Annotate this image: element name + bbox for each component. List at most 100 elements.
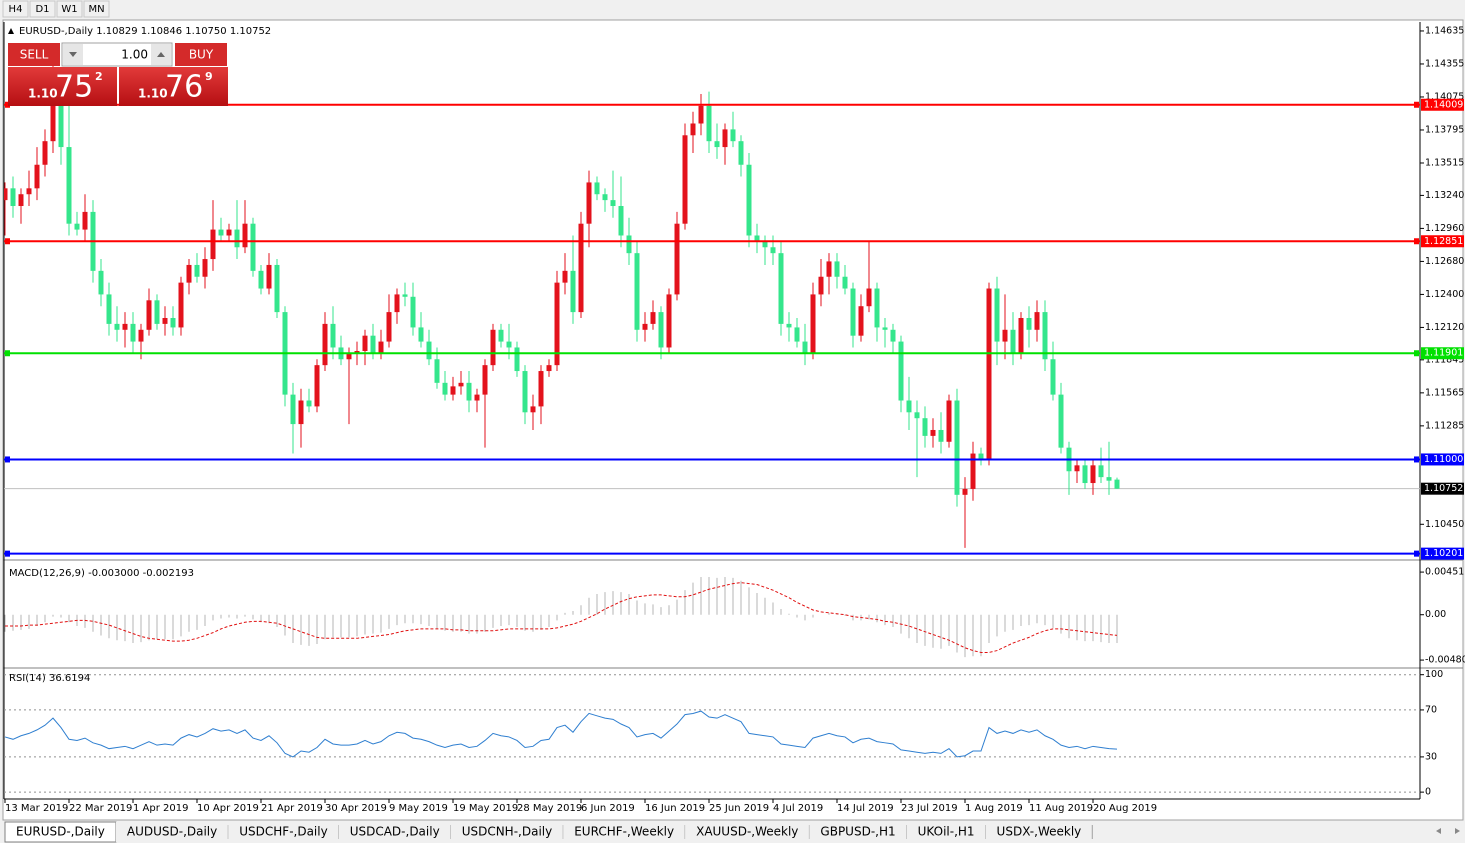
- tab[interactable]: [338, 822, 451, 842]
- x-tick-label: 21 Apr 2019: [261, 803, 323, 814]
- candle-body: [82, 211, 88, 230]
- candle-body: [322, 323, 328, 366]
- candle-body: [1010, 329, 1016, 354]
- candle-body: [498, 329, 504, 342]
- rsi-plot: [4, 674, 1420, 793]
- level-handle: [1414, 456, 1419, 463]
- tab-label[interactable]: USDX-,Weekly: [997, 825, 1082, 839]
- sell-label[interactable]: SELL: [20, 48, 49, 62]
- tab-label[interactable]: GBPUSD-,H1: [820, 825, 895, 839]
- candle-body: [274, 264, 280, 313]
- tab-label[interactable]: USDCNH-,Daily: [462, 825, 553, 839]
- timeframe-label[interactable]: MN: [88, 4, 104, 15]
- level-label: 1.12851: [1424, 236, 1463, 247]
- tab-scroll-left[interactable]: [1436, 828, 1441, 834]
- candle-body: [226, 229, 232, 236]
- x-tick-label: 22 Mar 2019: [69, 803, 132, 814]
- timeframe-label[interactable]: D1: [35, 4, 49, 15]
- candle-body: [18, 194, 24, 207]
- candle-body: [106, 294, 112, 324]
- candle-body: [794, 327, 800, 342]
- candle-body: [50, 94, 56, 142]
- x-tick-label: 9 May 2019: [389, 803, 448, 814]
- candle-body: [98, 270, 104, 295]
- timeframe-label[interactable]: W1: [61, 4, 77, 15]
- trade-panel: SELL 1.00 BUY 1.10 75 2 1.10 76 9: [8, 42, 228, 106]
- lot-value[interactable]: 1.00: [121, 48, 148, 62]
- tab-label[interactable]: AUDUSD-,Daily: [127, 825, 217, 839]
- tab[interactable]: [563, 822, 686, 842]
- timeframe-button[interactable]: [56, 0, 83, 18]
- timeframe-button[interactable]: [2, 0, 29, 18]
- tab-label[interactable]: USDCAD-,Daily: [350, 825, 440, 839]
- candle-body: [34, 164, 40, 189]
- tab[interactable]: [450, 822, 564, 842]
- timeframe-label[interactable]: H4: [9, 4, 23, 15]
- level-label: 1.10201: [1424, 548, 1463, 559]
- collapse-arrow[interactable]: [8, 28, 14, 34]
- tab[interactable]: [985, 822, 1093, 842]
- candle-body: [866, 288, 872, 307]
- candle-body: [234, 229, 240, 248]
- candle-body: [994, 288, 1000, 342]
- tab[interactable]: [685, 822, 810, 842]
- overlay: 1.14635 1.14355 1.14075 1.13795 1.13515 1.132…: [4, 25, 1465, 814]
- lot-down-arrow: [69, 52, 77, 57]
- candle-body: [4, 188, 8, 201]
- candle-body: [898, 341, 904, 401]
- buy-label[interactable]: BUY: [189, 48, 214, 62]
- rsi-line: [4, 710, 1118, 758]
- candle-body: [1074, 465, 1080, 472]
- buy-button[interactable]: [175, 43, 227, 66]
- tab-label[interactable]: XAUUSD-,Weekly: [696, 825, 798, 839]
- buy-price-big: 1.10: [138, 87, 168, 101]
- candle-body: [146, 300, 152, 330]
- candle-body: [674, 223, 680, 295]
- candle-body: [362, 335, 368, 352]
- candle-body: [578, 223, 584, 313]
- candle-body: [914, 412, 920, 419]
- tab-label[interactable]: EURCHF-,Weekly: [574, 825, 674, 839]
- candle-body: [698, 105, 704, 124]
- candle-body: [570, 270, 576, 313]
- timeframe-button[interactable]: [29, 0, 56, 18]
- candle-body: [10, 188, 16, 207]
- buy-price-box[interactable]: [119, 67, 228, 106]
- candle-body: [354, 351, 360, 354]
- sell-button[interactable]: [8, 43, 60, 66]
- y-tick-label: -0.004806: [1425, 655, 1465, 666]
- candle-body: [370, 335, 376, 354]
- tab-label[interactable]: UKOil-,H1: [918, 825, 975, 839]
- candle-body: [666, 294, 672, 348]
- tab-scroll-right[interactable]: [1455, 828, 1460, 834]
- level-handle: [5, 456, 10, 463]
- candle-body: [1050, 359, 1056, 395]
- lot-box[interactable]: [61, 42, 173, 67]
- sell-price-pips: 75: [55, 70, 93, 105]
- tab-label[interactable]: USDCHF-,Daily: [239, 825, 327, 839]
- candle-body: [466, 382, 472, 401]
- candle-body: [74, 223, 80, 230]
- sell-price-box[interactable]: [8, 67, 117, 106]
- tab[interactable]: [906, 822, 986, 842]
- candle-body: [378, 341, 384, 354]
- candle-body: [930, 429, 936, 436]
- candle-body: [962, 488, 968, 495]
- level-label-box: [1421, 98, 1464, 111]
- candle-body: [842, 276, 848, 289]
- tab[interactable]: [115, 822, 229, 842]
- macd-signal: [5, 582, 1118, 653]
- candle-body: [658, 312, 664, 348]
- candle-body: [170, 317, 176, 328]
- candle-body: [826, 261, 832, 277]
- x-tick-label: 28 May 2019: [517, 803, 582, 814]
- tab-label[interactable]: EURUSD-,Daily: [16, 825, 105, 839]
- tab[interactable]: [809, 822, 907, 842]
- timeframe-button[interactable]: [83, 0, 110, 18]
- candle-body: [42, 141, 48, 165]
- candle-body: [850, 288, 856, 336]
- candle-body: [1106, 477, 1112, 481]
- x-tick-label: 20 Aug 2019: [1093, 803, 1157, 814]
- candle-body: [482, 365, 488, 395]
- tab[interactable]: [228, 822, 339, 842]
